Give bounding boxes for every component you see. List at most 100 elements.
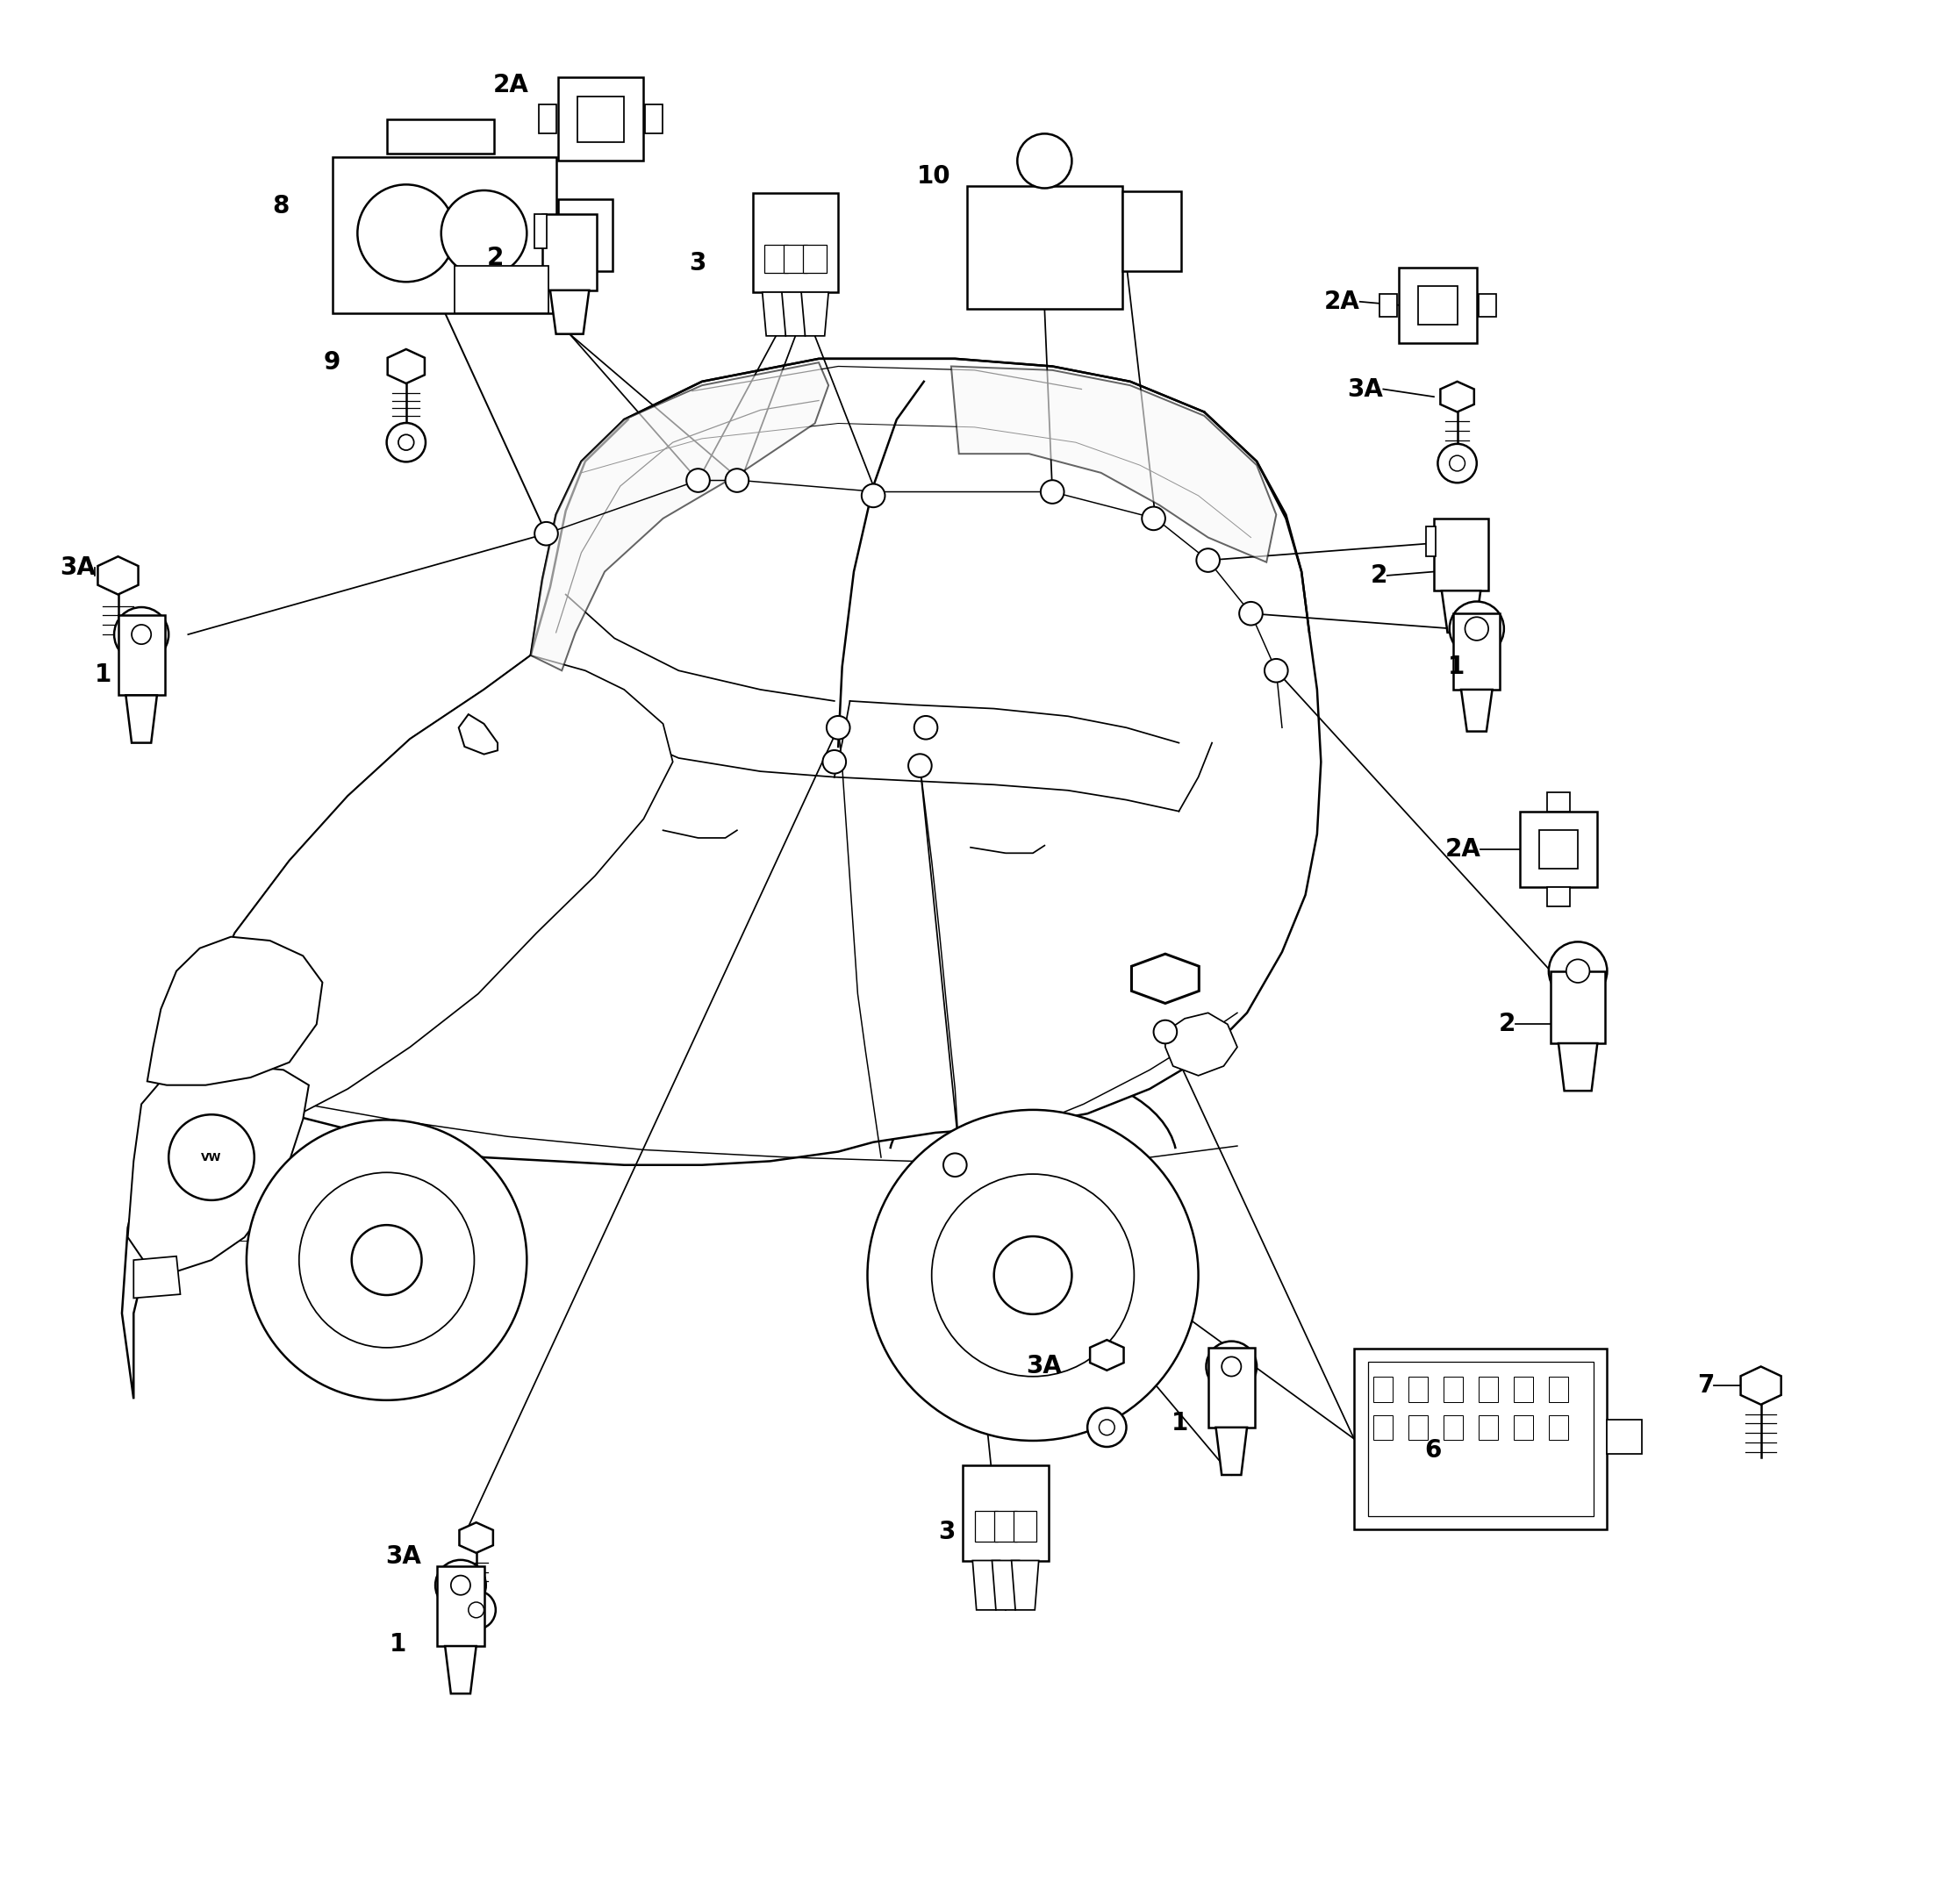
Polygon shape bbox=[1132, 954, 1199, 1003]
Circle shape bbox=[468, 1601, 483, 1618]
Bar bbox=[994, 1512, 1017, 1542]
Text: 2A: 2A bbox=[1323, 289, 1360, 314]
Text: 3A: 3A bbox=[1347, 377, 1384, 402]
Bar bbox=[803, 244, 826, 272]
Bar bbox=[437, 1567, 483, 1647]
Circle shape bbox=[1099, 1420, 1115, 1436]
Bar bbox=[752, 194, 838, 291]
Text: 1: 1 bbox=[96, 663, 111, 687]
Text: 3A: 3A bbox=[1027, 1354, 1062, 1378]
Text: 1: 1 bbox=[1171, 1411, 1189, 1436]
Circle shape bbox=[351, 1224, 421, 1295]
Polygon shape bbox=[388, 348, 425, 383]
Text: 2: 2 bbox=[487, 246, 503, 270]
Circle shape bbox=[435, 1559, 485, 1611]
Polygon shape bbox=[1012, 1561, 1039, 1611]
Text: 2: 2 bbox=[1370, 564, 1388, 588]
Bar bbox=[1454, 613, 1501, 689]
Text: 3A: 3A bbox=[386, 1544, 421, 1569]
Polygon shape bbox=[460, 1523, 493, 1554]
Polygon shape bbox=[1216, 1428, 1247, 1476]
Polygon shape bbox=[1442, 590, 1481, 632]
Bar bbox=[534, 213, 546, 248]
Bar bbox=[1434, 518, 1489, 590]
Circle shape bbox=[1240, 602, 1263, 625]
Bar bbox=[454, 265, 548, 312]
Circle shape bbox=[450, 1575, 470, 1596]
Bar bbox=[1368, 1361, 1594, 1516]
Bar bbox=[1551, 971, 1606, 1043]
Polygon shape bbox=[444, 1647, 476, 1695]
Bar bbox=[331, 158, 555, 312]
Polygon shape bbox=[129, 1066, 308, 1272]
Bar bbox=[1548, 792, 1571, 811]
Circle shape bbox=[456, 1590, 495, 1630]
Bar bbox=[1427, 526, 1436, 556]
Bar bbox=[542, 213, 596, 289]
Polygon shape bbox=[1740, 1367, 1781, 1405]
Circle shape bbox=[1142, 506, 1166, 529]
Circle shape bbox=[822, 750, 846, 773]
Circle shape bbox=[914, 716, 937, 739]
Circle shape bbox=[1265, 659, 1288, 682]
Circle shape bbox=[861, 484, 885, 506]
Bar bbox=[1374, 1377, 1394, 1401]
Polygon shape bbox=[1559, 1043, 1598, 1091]
Circle shape bbox=[386, 423, 425, 463]
Polygon shape bbox=[951, 366, 1277, 562]
Polygon shape bbox=[973, 1561, 1000, 1611]
Circle shape bbox=[686, 468, 709, 491]
Bar bbox=[1520, 811, 1598, 887]
Circle shape bbox=[298, 1173, 474, 1348]
Bar bbox=[783, 244, 807, 272]
Polygon shape bbox=[1440, 381, 1473, 411]
Text: 8: 8 bbox=[273, 194, 288, 219]
Text: 9: 9 bbox=[324, 350, 339, 375]
Text: 3: 3 bbox=[937, 1519, 955, 1544]
Polygon shape bbox=[1089, 1340, 1125, 1371]
Polygon shape bbox=[1166, 1013, 1238, 1076]
Bar bbox=[1548, 887, 1571, 906]
Bar bbox=[557, 78, 643, 162]
Text: 2A: 2A bbox=[493, 72, 528, 97]
Polygon shape bbox=[550, 289, 589, 333]
Polygon shape bbox=[148, 937, 322, 1085]
Bar bbox=[1380, 293, 1397, 316]
Text: 10: 10 bbox=[918, 164, 951, 188]
Circle shape bbox=[1450, 455, 1466, 470]
Bar bbox=[386, 120, 493, 154]
Bar bbox=[1479, 1377, 1499, 1401]
Circle shape bbox=[440, 190, 526, 276]
Circle shape bbox=[170, 1114, 253, 1200]
Bar bbox=[557, 200, 612, 270]
Circle shape bbox=[725, 468, 748, 491]
Circle shape bbox=[1017, 133, 1072, 188]
Polygon shape bbox=[801, 291, 828, 335]
Text: 1: 1 bbox=[1448, 655, 1466, 680]
Bar bbox=[1540, 830, 1579, 868]
Polygon shape bbox=[530, 362, 828, 670]
Bar bbox=[1444, 1377, 1464, 1401]
Text: 6: 6 bbox=[1425, 1438, 1442, 1462]
Bar bbox=[1549, 1377, 1569, 1401]
Circle shape bbox=[943, 1154, 967, 1177]
Text: 7: 7 bbox=[1698, 1373, 1715, 1398]
Bar bbox=[645, 105, 663, 133]
Bar bbox=[1409, 1415, 1429, 1439]
Bar bbox=[1514, 1377, 1534, 1401]
Bar bbox=[1374, 1415, 1394, 1439]
Circle shape bbox=[1088, 1407, 1127, 1447]
Circle shape bbox=[994, 1236, 1072, 1314]
Bar bbox=[119, 615, 166, 695]
Polygon shape bbox=[123, 358, 1321, 1399]
Circle shape bbox=[1197, 548, 1220, 571]
Circle shape bbox=[826, 716, 850, 739]
Polygon shape bbox=[97, 556, 138, 594]
Bar bbox=[764, 244, 787, 272]
Bar bbox=[577, 95, 624, 143]
Bar bbox=[974, 1512, 998, 1542]
Bar bbox=[1208, 1348, 1255, 1428]
Text: 1: 1 bbox=[390, 1632, 405, 1656]
Circle shape bbox=[133, 625, 152, 644]
Circle shape bbox=[1567, 960, 1590, 982]
